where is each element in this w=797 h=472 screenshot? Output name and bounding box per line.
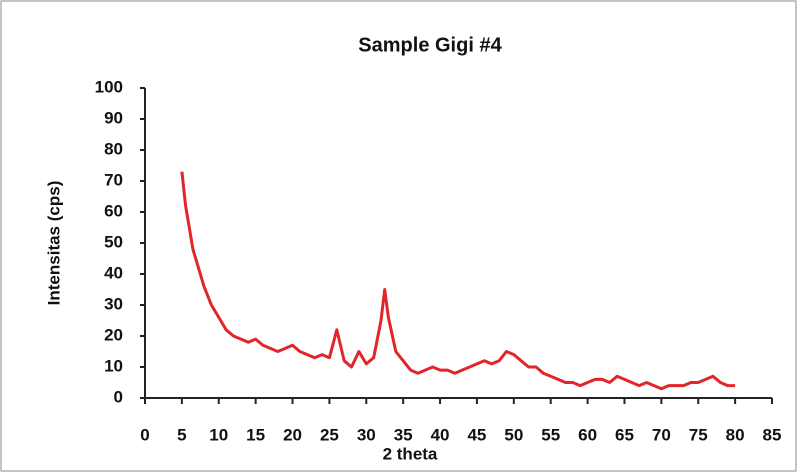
x-tick-label: 40 (431, 425, 450, 444)
x-tick-label: 45 (467, 425, 486, 444)
chart-title: Sample Gigi #4 (358, 34, 502, 56)
x-tick-label: 50 (504, 425, 523, 444)
y-tick-label: 100 (95, 77, 123, 96)
y-tick-label: 20 (104, 325, 123, 344)
x-tick-label: 0 (140, 425, 149, 444)
x-tick-label: 25 (320, 425, 339, 444)
y-tick-label: 90 (104, 108, 123, 127)
x-axis-title: 2 theta (383, 444, 438, 463)
x-tick-label: 60 (578, 425, 597, 444)
page: Sample Gigi #4 2 theta Intensitas (cps) … (0, 0, 797, 472)
x-tick-label: 65 (615, 425, 634, 444)
y-tick-label: 50 (104, 232, 123, 251)
y-tick-label: 30 (104, 294, 123, 313)
chart: Sample Gigi #4 2 theta Intensitas (cps) … (0, 0, 797, 472)
y-tick-label: 0 (114, 387, 123, 406)
y-tick-label: 10 (104, 356, 123, 375)
x-tick-label: 85 (763, 425, 782, 444)
x-tick-label: 5 (177, 425, 186, 444)
x-tick-label: 30 (357, 425, 376, 444)
y-tick-label: 60 (104, 201, 123, 220)
x-tick-label: 20 (283, 425, 302, 444)
y-axis-title: Intensitas (cps) (44, 181, 63, 306)
x-tick-label: 70 (652, 425, 671, 444)
x-tick-label: 75 (689, 425, 708, 444)
x-tick-label: 10 (209, 425, 228, 444)
x-tick-label: 35 (394, 425, 413, 444)
x-tick-label: 80 (726, 425, 745, 444)
y-tick-label: 70 (104, 170, 123, 189)
y-tick-label: 80 (104, 139, 123, 158)
y-tick-label: 40 (104, 263, 123, 282)
x-tick-label: 55 (541, 425, 560, 444)
x-tick-label: 15 (246, 425, 265, 444)
